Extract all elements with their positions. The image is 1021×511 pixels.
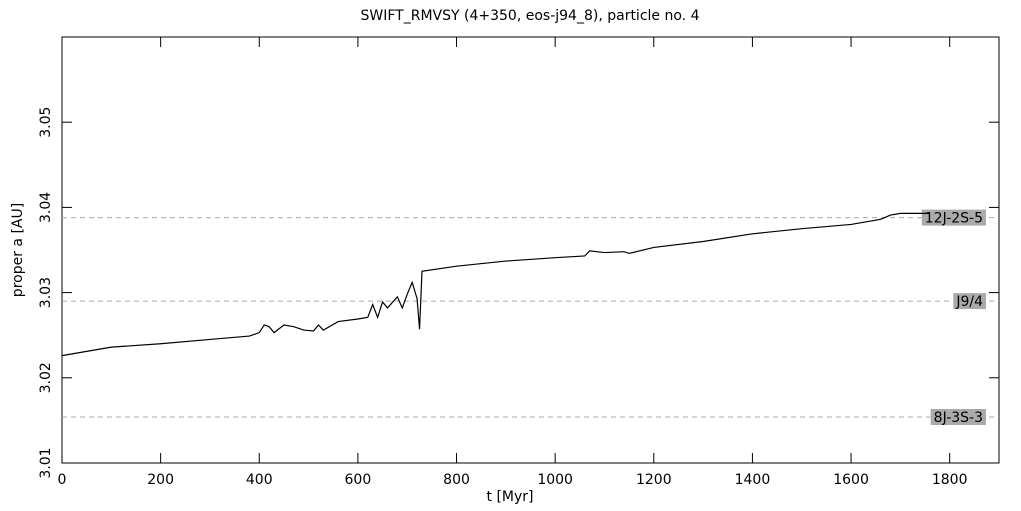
data-line	[61, 212, 930, 357]
chart-title: SWIFT_RMVSY (4+350, eos-j94_8), particle…	[361, 8, 700, 24]
resonance-label-bg	[953, 293, 986, 310]
resonance-label: 8J-3S-3	[934, 410, 983, 426]
resonance-label: 12J-2S-5	[925, 211, 983, 227]
x-axis-label: t [Myr]	[487, 489, 534, 505]
y-tick-label: 3.02	[38, 362, 54, 393]
y-tick-label: 3.01	[38, 447, 54, 478]
x-tick-label: 1600	[833, 472, 869, 488]
x-tick-label: 600	[345, 472, 372, 488]
x-tick-label: 1400	[735, 472, 771, 488]
x-tick-label: 1000	[537, 472, 573, 488]
y-tick-label: 3.03	[38, 277, 54, 308]
x-tick-label: 800	[443, 472, 470, 488]
resonance-label: J9/4	[955, 294, 983, 310]
resonance-label-bg	[921, 209, 986, 226]
x-tick-label: 200	[147, 472, 174, 488]
y-tick-label: 3.05	[38, 107, 54, 138]
plot-frame	[61, 36, 1000, 464]
y-axis-label: proper a [AU]	[10, 203, 26, 297]
x-tick-label: 400	[246, 472, 273, 488]
y-tick-label: 3.04	[38, 192, 54, 223]
resonance-label-bg	[930, 408, 986, 425]
x-tick-label: 1800	[932, 472, 968, 488]
x-tick-label: 0	[58, 472, 67, 488]
x-tick-label: 1200	[636, 472, 672, 488]
